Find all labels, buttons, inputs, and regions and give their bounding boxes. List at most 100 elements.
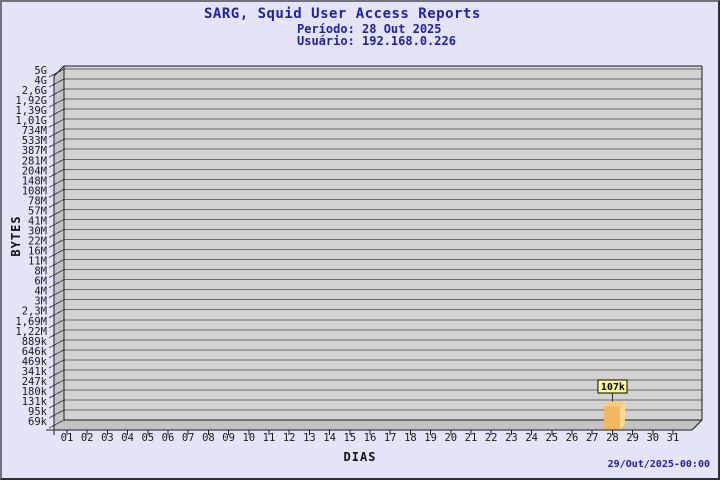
- x-tick-label: 08: [202, 432, 215, 444]
- x-tick-label: 24: [525, 432, 538, 444]
- x-tick-label: 30: [646, 432, 659, 444]
- y-tick-label: 1,39G: [15, 105, 47, 117]
- y-tick-diagonal: [48, 259, 65, 269]
- y-tick-diagonal: [48, 289, 65, 299]
- chart-title: SARG, Squid User Access Reports: [204, 6, 481, 22]
- y-tick-label: 4G: [34, 75, 47, 87]
- y-tick-diagonal: [48, 138, 65, 148]
- y-tick-label: 69k: [28, 416, 48, 428]
- x-tick-label: 10: [242, 432, 255, 444]
- x-tick-label: 26: [566, 432, 579, 444]
- y-tick-diagonal: [48, 249, 65, 258]
- y-tick-label: 95k: [28, 406, 48, 418]
- x-tick-label: 22: [485, 432, 498, 444]
- y-tick-diagonal: [48, 158, 65, 168]
- y-tick-label: 469k: [22, 356, 48, 368]
- y-tick-label: 533M: [22, 135, 47, 147]
- x-tick-label: 31: [667, 432, 680, 444]
- y-tick-diagonal: [48, 208, 65, 218]
- y-tick-diagonal: [48, 369, 65, 379]
- x-tick-label: 29: [626, 432, 639, 444]
- x-tick-label: 04: [121, 432, 134, 444]
- x-tick-label: 23: [505, 432, 518, 444]
- y-tick-label: 4M: [34, 286, 47, 298]
- y-tick-diagonal: [48, 78, 65, 88]
- x-tick-label: 21: [465, 432, 478, 444]
- y-tick-label: 646k: [22, 346, 48, 358]
- y-tick-diagonal: [48, 219, 65, 228]
- y-tick-diagonal: [48, 319, 65, 329]
- y-tick-diagonal: [48, 299, 65, 309]
- y-tick-diagonal: [48, 198, 65, 208]
- x-axis-title: DIAS: [343, 450, 377, 464]
- back-wall: [64, 66, 702, 420]
- x-tick-label: 14: [323, 432, 336, 444]
- y-axis-title: BYTES: [9, 215, 23, 257]
- y-tick-label: 16M: [28, 246, 47, 258]
- y-tick-diagonal: [48, 108, 65, 118]
- x-tick-label: 27: [586, 432, 599, 444]
- y-tick-diagonal: [48, 128, 65, 138]
- y-tick-label: 2,3M: [22, 306, 47, 318]
- y-tick-diagonal: [48, 98, 65, 108]
- bar-front: [604, 406, 620, 429]
- x-tick-label: 16: [364, 432, 377, 444]
- y-tick-label: 387M: [22, 145, 47, 157]
- x-tick-label: 07: [182, 432, 195, 444]
- y-tick-label: 5G: [34, 65, 47, 77]
- y-tick-label: 148M: [22, 175, 47, 187]
- y-tick-label: 11M: [28, 256, 47, 268]
- y-tick-diagonal: [48, 309, 65, 319]
- y-tick-diagonal: [48, 168, 65, 178]
- plot-outline: [691, 419, 703, 431]
- y-tick-label: 734M: [22, 125, 47, 137]
- y-tick-diagonal: [48, 239, 65, 248]
- x-tick-label: 11: [263, 432, 276, 444]
- value-callout-box: [597, 379, 628, 394]
- plot-outline: [53, 65, 65, 77]
- y-tick-diagonal: [48, 118, 65, 128]
- y-tick-label: 281M: [22, 155, 47, 167]
- x-tick-label: 15: [343, 432, 356, 444]
- chart-user-subtitle: Usuário: 192.168.0.226: [297, 34, 456, 48]
- y-tick-diagonal: [48, 379, 65, 389]
- x-tick-label: 13: [303, 432, 316, 444]
- side-wall: [54, 66, 64, 430]
- y-tick-label: 247k: [22, 376, 48, 388]
- floor: [54, 420, 702, 430]
- x-tick-label: 05: [141, 432, 154, 444]
- x-tick-label: 20: [444, 432, 457, 444]
- y-tick-label: 108M: [22, 185, 47, 197]
- y-tick-label: 41M: [28, 215, 47, 227]
- y-tick-label: 78M: [28, 195, 47, 207]
- chart-period-subtitle: Período: 28 Out 2025: [297, 22, 442, 36]
- y-tick-label: 3M: [34, 296, 47, 308]
- generation-timestamp: 29/Out/2025-00:00: [607, 459, 710, 470]
- x-tick-label: 03: [101, 432, 114, 444]
- y-tick-label: 180k: [22, 386, 48, 398]
- x-tick-label: 02: [81, 432, 94, 444]
- x-tick-label: 12: [283, 432, 296, 444]
- y-tick-diagonal: [48, 229, 65, 238]
- y-tick-label: 57M: [28, 205, 47, 217]
- y-tick-diagonal: [48, 88, 65, 98]
- y-tick-label: 1,22M: [15, 326, 47, 338]
- bar-side: [620, 401, 625, 429]
- x-tick-label: 19: [424, 432, 437, 444]
- y-tick-diagonal: [48, 419, 65, 429]
- y-tick-diagonal: [48, 409, 65, 419]
- x-tick-label: 09: [222, 432, 235, 444]
- y-tick-label: 6M: [34, 276, 47, 288]
- bar-top: [604, 401, 625, 407]
- y-tick-label: 1,01G: [15, 115, 47, 127]
- y-tick-label: 204M: [22, 165, 47, 177]
- y-tick-diagonal: [48, 349, 65, 359]
- y-tick-label: 889k: [22, 336, 48, 348]
- value-callout-label: 107k: [601, 382, 625, 393]
- y-tick-diagonal: [48, 329, 65, 339]
- x-tick-label: 17: [384, 432, 397, 444]
- x-tick-label: 01: [61, 432, 74, 444]
- y-tick-diagonal: [48, 389, 65, 399]
